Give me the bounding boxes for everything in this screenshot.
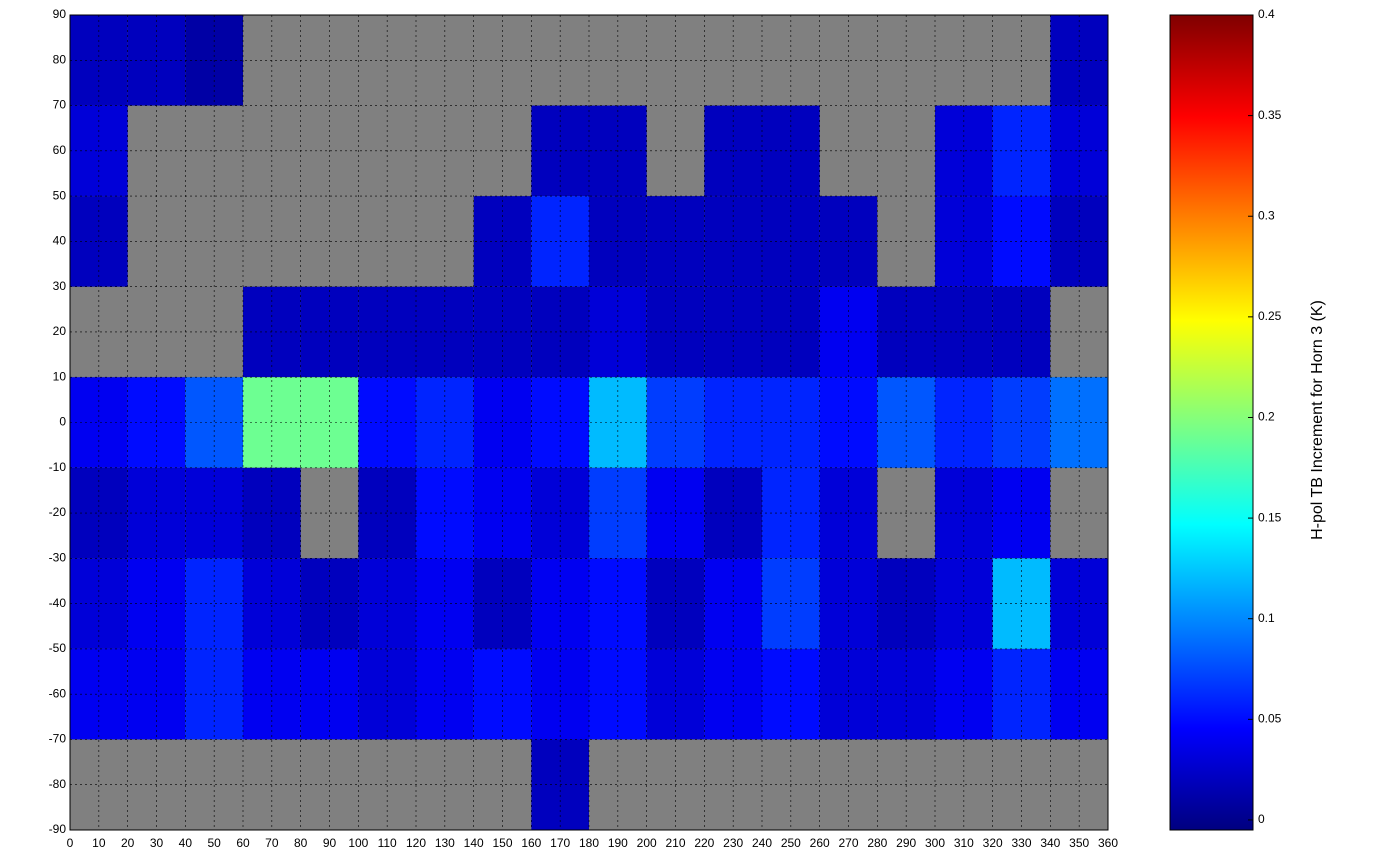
- y-tick-label: -70: [49, 732, 67, 746]
- x-tick-label: 240: [752, 836, 772, 850]
- x-tick-label: 210: [665, 836, 685, 850]
- x-tick-label: 160: [521, 836, 541, 850]
- x-tick-label: 280: [867, 836, 887, 850]
- x-tick-label: 0: [67, 836, 74, 850]
- x-tick-label: 10: [92, 836, 106, 850]
- y-tick-label: 0: [59, 415, 66, 429]
- x-tick-label: 260: [810, 836, 830, 850]
- y-tick-label: -80: [49, 777, 67, 791]
- x-tick-label: 140: [464, 836, 484, 850]
- x-tick-label: 360: [1098, 836, 1118, 850]
- chart: H-pol TB Increment for Horn 3 (K) 0 10 20 3…: [0, 0, 1394, 861]
- y-tick-label: -20: [49, 505, 67, 519]
- x-tick-label: 120: [406, 836, 426, 850]
- x-tick-label: 110: [378, 836, 397, 850]
- colorbar-tick-label: 0.1: [1258, 611, 1275, 625]
- y-tick-label: 80: [53, 52, 67, 66]
- x-tick-label: 300: [925, 836, 945, 850]
- y-tick-label: 50: [53, 188, 67, 202]
- x-tick-label: 190: [608, 836, 628, 850]
- y-tick-label: -10: [49, 460, 67, 474]
- colorbar-tick-label: 0.15: [1258, 510, 1282, 524]
- y-tick-label: 40: [53, 234, 67, 248]
- x-tick-label: 320: [983, 836, 1003, 850]
- x-tick-label: 340: [1040, 836, 1060, 850]
- x-tick-label: 50: [207, 836, 221, 850]
- x-tick-label: 40: [179, 836, 193, 850]
- x-tick-label: 70: [265, 836, 279, 850]
- colorbar-tick-label: 0.3: [1258, 208, 1275, 222]
- x-tick-label: 290: [896, 836, 916, 850]
- x-tick-label: 220: [694, 836, 714, 850]
- x-tick-label: 310: [954, 836, 974, 850]
- x-tick-label: 330: [1011, 836, 1031, 850]
- y-tick-label: -40: [49, 596, 67, 610]
- colorbar-tick-label: 0.25: [1258, 309, 1282, 323]
- colorbar-tick-label: 0.2: [1258, 410, 1275, 424]
- colorbar-tick-label: 0.05: [1258, 711, 1282, 725]
- x-tick-label: 80: [294, 836, 308, 850]
- y-tick-label: -90: [49, 822, 67, 836]
- colorbar-label: H-pol TB Increment for Horn 3 (K): [1309, 300, 1326, 540]
- x-tick-label: 90: [323, 836, 337, 850]
- y-tick-label: -60: [49, 686, 67, 700]
- x-tick-label: 100: [348, 836, 368, 850]
- y-tick-label: 70: [53, 98, 67, 112]
- x-tick-label: 350: [1069, 836, 1089, 850]
- x-tick-label: 130: [435, 836, 455, 850]
- colorbar: [1170, 15, 1253, 830]
- x-tick-label: 170: [550, 836, 570, 850]
- y-tick-label: 20: [53, 324, 67, 338]
- y-tick-label: -50: [49, 641, 67, 655]
- x-tick-label: 30: [150, 836, 164, 850]
- colorbar-tick-label: 0.4: [1258, 7, 1275, 21]
- y-tick-label: -30: [49, 551, 67, 565]
- x-tick-label: 270: [838, 836, 858, 850]
- x-tick-label: 180: [579, 836, 599, 850]
- x-tick-label: 230: [723, 836, 743, 850]
- x-tick-label: 150: [492, 836, 512, 850]
- y-tick-label: 60: [53, 143, 67, 157]
- y-tick-label: 30: [53, 279, 67, 293]
- x-tick-label: 20: [121, 836, 135, 850]
- colorbar-tick-label: 0: [1258, 812, 1265, 826]
- x-tick-label: 60: [236, 836, 250, 850]
- x-tick-label: 200: [637, 836, 657, 850]
- colorbar-tick-label: 0.35: [1258, 108, 1282, 122]
- y-tick-label: 90: [53, 7, 67, 21]
- y-tick-label: 10: [53, 369, 67, 383]
- x-tick-label: 250: [781, 836, 801, 850]
